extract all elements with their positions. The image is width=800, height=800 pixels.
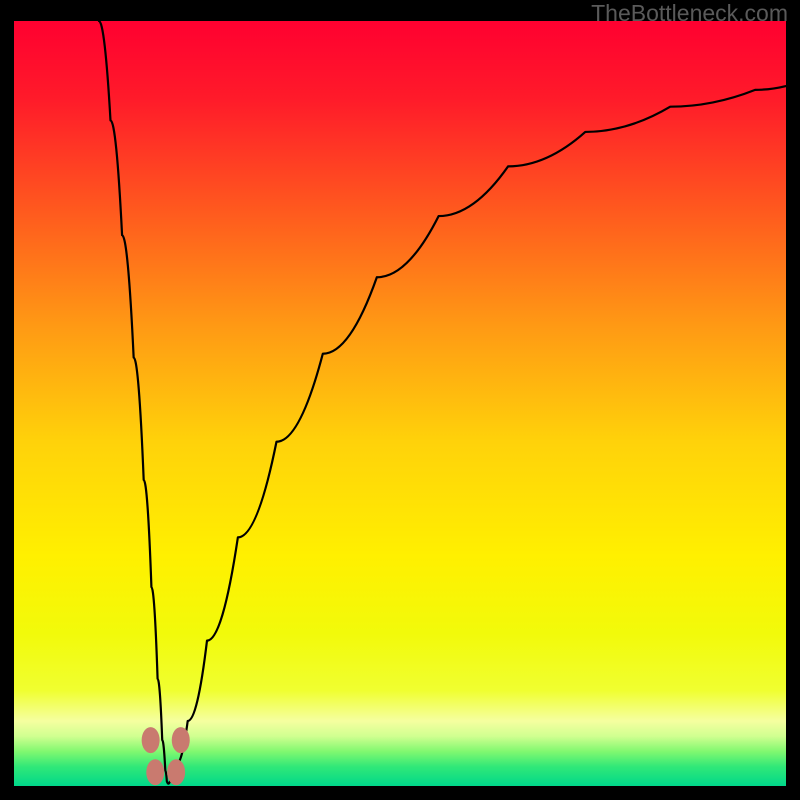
curve-path	[99, 21, 786, 784]
watermark-text: TheBottleneck.com	[591, 0, 788, 27]
trough-marker	[146, 759, 164, 785]
trough-marker	[172, 727, 190, 753]
trough-marker	[167, 759, 185, 785]
bottleneck-curve	[0, 0, 800, 800]
trough-marker	[142, 727, 160, 753]
chart-stage: TheBottleneck.com	[0, 0, 800, 800]
